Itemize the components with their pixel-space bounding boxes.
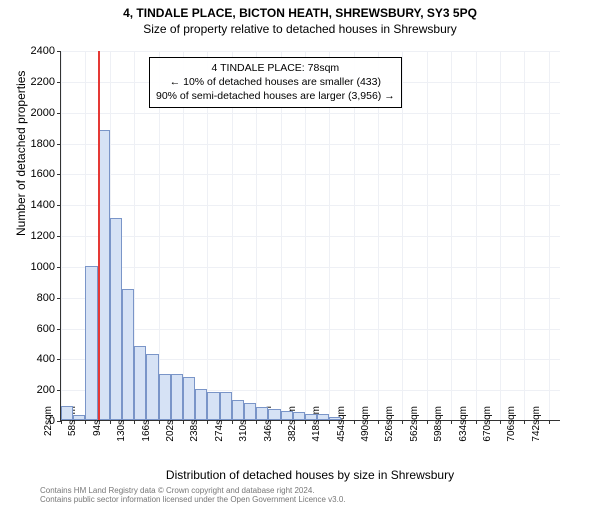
x-tick-label: 22sqm [43, 406, 54, 446]
x-tick-mark [329, 420, 330, 424]
grid-line-v [524, 51, 525, 420]
chart-area: 0200400600800100012001400160018002000220… [60, 51, 560, 421]
x-tick-label: 670sqm [482, 406, 493, 446]
grid-line-h [61, 205, 560, 206]
x-tick-label: 706sqm [506, 406, 517, 446]
x-tick-label: 742sqm [531, 406, 542, 446]
y-tick-label: 2000 [31, 107, 55, 119]
chart-title-main: 4, TINDALE PLACE, BICTON HEATH, SHREWSBU… [0, 6, 600, 20]
y-tick-label: 800 [37, 292, 55, 304]
x-tick-mark [134, 420, 135, 424]
y-tick-label: 1800 [31, 138, 55, 150]
y-tick-label: 2200 [31, 76, 55, 88]
x-tick-mark [183, 420, 184, 424]
x-tick-mark [354, 420, 355, 424]
histogram-bar [122, 289, 134, 420]
x-tick-label: 454sqm [336, 406, 347, 446]
y-tick-label: 400 [37, 353, 55, 365]
y-tick-label: 1000 [31, 261, 55, 273]
credits: Contains HM Land Registry data © Crown c… [40, 486, 346, 504]
histogram-bar [329, 417, 341, 420]
histogram-bar [317, 414, 329, 420]
histogram-bar [159, 374, 171, 420]
x-tick-mark [402, 420, 403, 424]
info-box-line: 90% of semi-detached houses are larger (… [156, 89, 395, 103]
grid-line-h [61, 144, 560, 145]
x-tick-label: 634sqm [458, 406, 469, 446]
histogram-bar [220, 392, 232, 420]
histogram-bar [134, 346, 146, 420]
y-tick-label: 1600 [31, 168, 55, 180]
x-tick-label: 418sqm [311, 406, 322, 446]
histogram-bar [293, 412, 305, 420]
histogram-bar [183, 377, 195, 420]
plot-area: 0200400600800100012001400160018002000220… [60, 51, 560, 421]
x-tick-mark [305, 420, 306, 424]
histogram-bar [61, 406, 73, 420]
grid-line-v [427, 51, 428, 420]
info-box-line: ← 10% of detached houses are smaller (43… [156, 75, 395, 89]
grid-line-h [61, 329, 560, 330]
grid-line-v [451, 51, 452, 420]
histogram-bar [244, 403, 256, 420]
histogram-bar [110, 218, 122, 420]
x-tick-label: 526sqm [384, 406, 395, 446]
y-tick-label: 1400 [31, 199, 55, 211]
property-marker-line [98, 51, 100, 420]
grid-line-h [61, 113, 560, 114]
histogram-bar [256, 407, 268, 420]
x-tick-label: 490sqm [360, 406, 371, 446]
x-tick-mark [85, 420, 86, 424]
x-tick-mark [524, 420, 525, 424]
credits-line-2: Contains public sector information licen… [40, 495, 346, 504]
x-tick-label: 562sqm [409, 406, 420, 446]
grid-line-h [61, 51, 560, 52]
info-box-line: 4 TINDALE PLACE: 78sqm [156, 61, 395, 75]
chart-title-sub: Size of property relative to detached ho… [0, 22, 600, 36]
x-tick-mark [281, 420, 282, 424]
y-tick-label: 600 [37, 323, 55, 335]
x-axis-label: Distribution of detached houses by size … [60, 468, 560, 482]
x-tick-mark [451, 420, 452, 424]
info-box: 4 TINDALE PLACE: 78sqm← 10% of detached … [149, 57, 402, 108]
x-tick-mark [256, 420, 257, 424]
y-tick-label: 200 [37, 384, 55, 396]
grid-line-h [61, 267, 560, 268]
y-tick-label: 1200 [31, 230, 55, 242]
x-tick-mark [232, 420, 233, 424]
grid-line-v [549, 51, 550, 420]
x-tick-label: 598sqm [433, 406, 444, 446]
grid-line-h [61, 236, 560, 237]
grid-line-v [402, 51, 403, 420]
histogram-bar [73, 415, 85, 420]
x-tick-mark [61, 420, 62, 424]
x-tick-mark [110, 420, 111, 424]
histogram-bar [195, 389, 207, 420]
x-tick-mark [549, 420, 550, 424]
grid-line-h [61, 298, 560, 299]
histogram-bar [171, 374, 183, 420]
x-tick-mark [159, 420, 160, 424]
histogram-bar [281, 411, 293, 420]
x-tick-mark [378, 420, 379, 424]
histogram-bar [85, 266, 97, 420]
grid-line-v [61, 51, 62, 420]
x-tick-mark [500, 420, 501, 424]
histogram-bar [305, 414, 317, 420]
histogram-bar [232, 400, 244, 420]
histogram-bar [268, 409, 280, 420]
x-tick-mark [207, 420, 208, 424]
y-tick-label: 2400 [31, 45, 55, 57]
y-axis-label: Number of detached properties [14, 71, 28, 236]
x-tick-mark [476, 420, 477, 424]
grid-line-h [61, 174, 560, 175]
grid-line-v [500, 51, 501, 420]
x-tick-mark [427, 420, 428, 424]
histogram-bar [207, 392, 219, 420]
credits-line-1: Contains HM Land Registry data © Crown c… [40, 486, 346, 495]
grid-line-v [476, 51, 477, 420]
histogram-bar [146, 354, 158, 420]
